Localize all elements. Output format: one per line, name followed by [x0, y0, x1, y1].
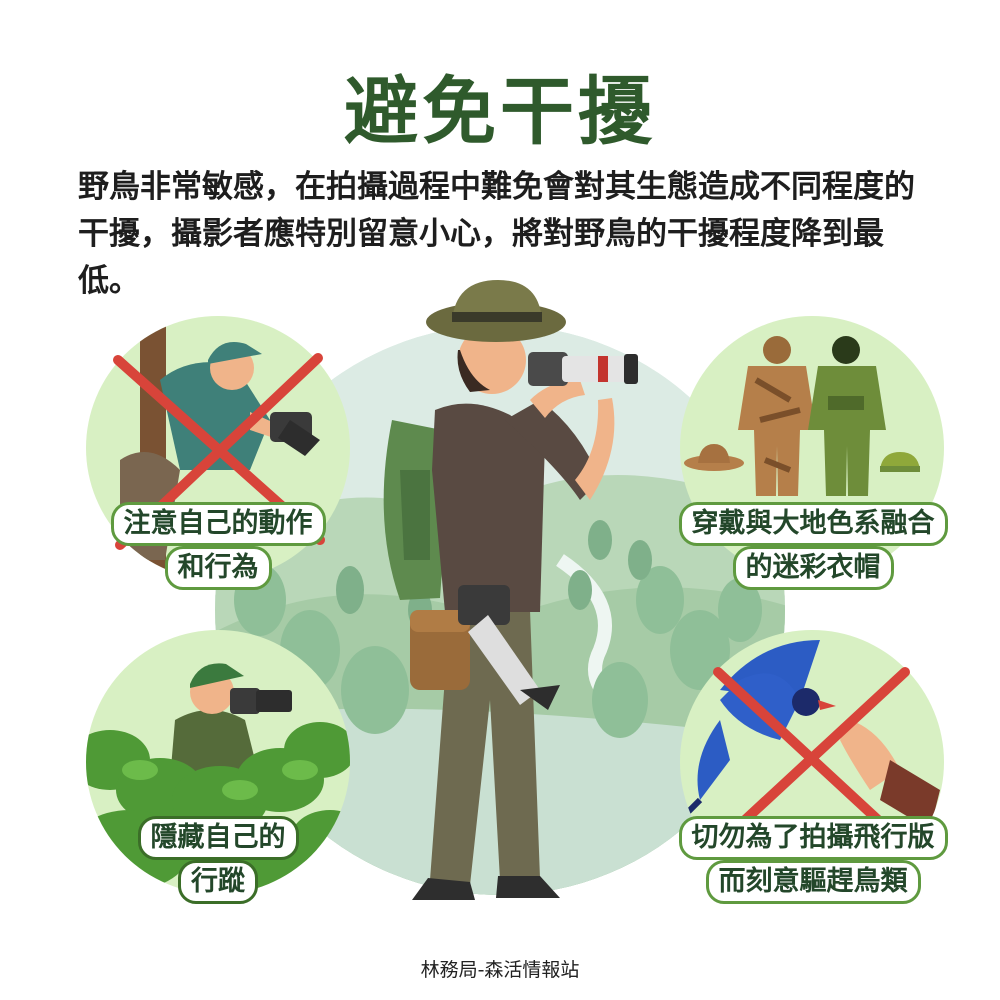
tip-1-label: 注意自己的動作 和行為 [100, 502, 336, 590]
tip-4-label: 切勿為了拍攝飛行版 而刻意驅趕鳥類 [668, 816, 958, 904]
intro-paragraph: 野鳥非常敏感，在拍攝過程中難免會對其生態造成不同程度的干擾，攝影者應特別留意小心… [78, 169, 915, 299]
tip-2-line2: 的迷彩衣帽 [732, 546, 894, 590]
photographer-figure [383, 280, 638, 900]
tip-2-label: 穿戴與大地色系融合 的迷彩衣帽 [668, 502, 958, 590]
tip-3-line2: 行蹤 [178, 860, 258, 904]
tip-2-line1: 穿戴與大地色系融合 [678, 502, 948, 546]
tip-4-line2: 而刻意驅趕鳥類 [705, 860, 921, 904]
tip-4-line1: 切勿為了拍攝飛行版 [678, 816, 948, 860]
tip-3-label: 隱藏自己的 行蹤 [120, 816, 316, 904]
footer-credit: 林務局-森活情報站 [420, 959, 580, 981]
tip-1-line2: 和行為 [164, 546, 272, 590]
tip-3-line1: 隱藏自己的 [137, 816, 299, 860]
tip-1-line1: 注意自己的動作 [110, 502, 326, 546]
page-title: 避免干擾 [344, 69, 656, 155]
